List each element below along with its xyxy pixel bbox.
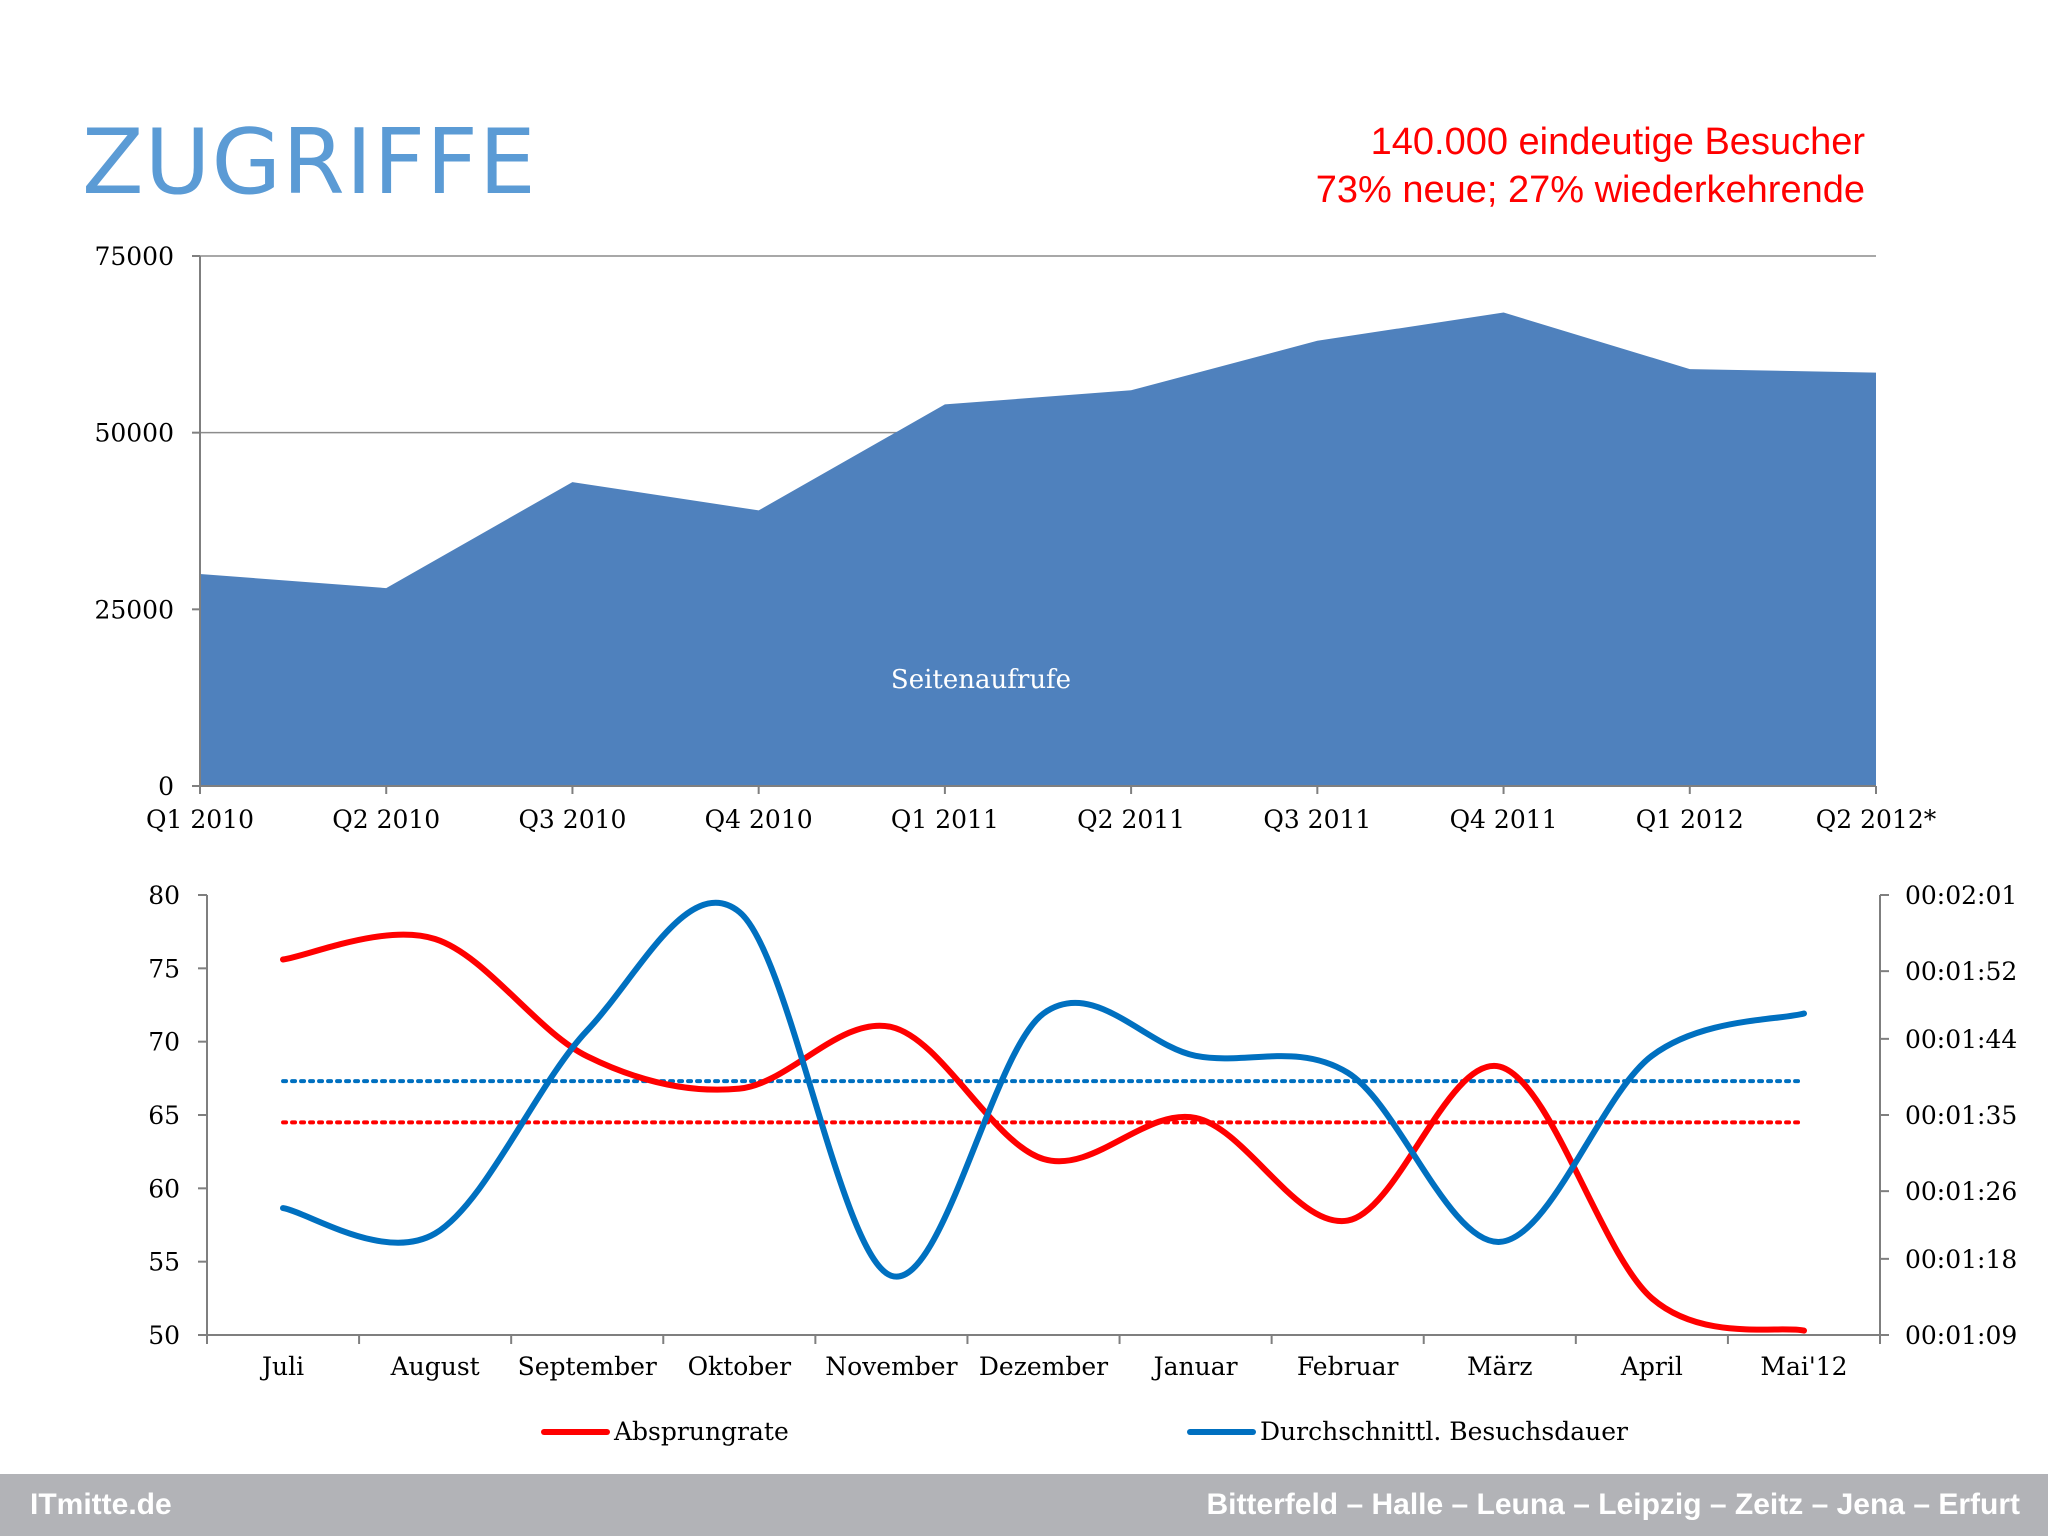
page-views-area-chart: 0 25000 50000 75000 Seitenaufrufe Q1 2010 Q2 2… — [94, 242, 1937, 834]
visitor-stats: 140.000 eindeutige Besucher 73% neue; 27… — [1316, 118, 1865, 214]
y-right-tick-label: 00:01:44 — [1905, 1025, 2017, 1054]
x-tick-label: September — [518, 1352, 657, 1381]
x-tick-label: Q1 2012 — [1636, 805, 1744, 834]
y-right-tick-label: 00:02:01 — [1905, 881, 2017, 910]
bounce-duration-line-chart: 50 55 60 65 70 75 80 00:01:09 00:01:18 00:01:26 00… — [148, 881, 2017, 1446]
y-tick-label: 0 — [158, 772, 174, 801]
x-tick-label: Q3 2010 — [518, 805, 626, 834]
x-tick-label: April — [1620, 1352, 1683, 1381]
x-tick-label: Q4 2010 — [705, 805, 813, 834]
x-tick-label: Q1 2011 — [891, 805, 999, 834]
x-tick-label: Q3 2011 — [1263, 805, 1371, 834]
y-tick-label: 75000 — [94, 242, 174, 271]
visit-duration-line — [280, 899, 1807, 1280]
page-views-area — [200, 312, 1876, 786]
footer-locations: Bitterfeld – Halle – Leuna – Leipzig – Z… — [1206, 1488, 2020, 1521]
y-left-tick-label: 70 — [148, 1028, 180, 1057]
y-right-tick-label: 00:01:09 — [1905, 1321, 2017, 1350]
y-tick-label: 50000 — [94, 419, 174, 448]
series-label-page-views: Seitenaufrufe — [891, 665, 1071, 695]
x-tick-label: Q1 2010 — [146, 805, 254, 834]
x-tick-label: März — [1467, 1352, 1533, 1381]
y-left-tick-label: 60 — [148, 1174, 180, 1203]
x-tick-label: November — [825, 1352, 957, 1381]
footer-brand[interactable]: ITmitte.de — [30, 1488, 172, 1521]
bounce-rate-line — [280, 931, 1807, 1334]
x-tick-label: Juli — [259, 1352, 304, 1381]
y-left-tick-label: 75 — [148, 954, 180, 983]
y-tick-label: 25000 — [94, 595, 174, 624]
x-tick-label: Mai'12 — [1760, 1352, 1847, 1381]
x-tick-label: Dezember — [979, 1352, 1108, 1381]
x-tick-label: Q4 2011 — [1450, 805, 1558, 834]
footer-bar: ITmitte.de Bitterfeld – Halle – Leuna – … — [0, 1474, 2048, 1536]
y-left-tick-label: 80 — [148, 881, 180, 910]
x-tick-label: August — [390, 1352, 480, 1381]
y-left-tick-label: 55 — [148, 1248, 180, 1277]
x-tick-label: Oktober — [688, 1352, 792, 1381]
y-right-tick-label: 00:01:18 — [1905, 1245, 2017, 1274]
x-tick-label: Januar — [1151, 1352, 1238, 1381]
x-tick-label: Q2 2010 — [332, 805, 440, 834]
legend-label-visit-duration: Durchschnittl. Besuchsdauer — [1260, 1417, 1628, 1446]
y-right-tick-label: 00:01:52 — [1905, 957, 2017, 986]
x-tick-label: Q2 2011 — [1077, 805, 1185, 834]
x-tick-label: Februar — [1297, 1352, 1399, 1381]
page-title: ZUGRIFFE — [82, 110, 537, 215]
y-left-tick-label: 50 — [148, 1321, 180, 1350]
y-right-tick-label: 00:01:26 — [1905, 1177, 2017, 1206]
y-left-tick-label: 65 — [148, 1101, 180, 1130]
x-tick-label: Q2 2012* — [1816, 805, 1937, 834]
visitor-split-text: 73% neue; 27% wiederkehrende — [1315, 169, 1865, 211]
legend-label-bounce-rate: Absprungrate — [613, 1417, 789, 1446]
unique-visitors-text: 140.000 eindeutige Besucher — [1370, 121, 1865, 163]
y-right-tick-label: 00:01:35 — [1905, 1101, 2017, 1130]
